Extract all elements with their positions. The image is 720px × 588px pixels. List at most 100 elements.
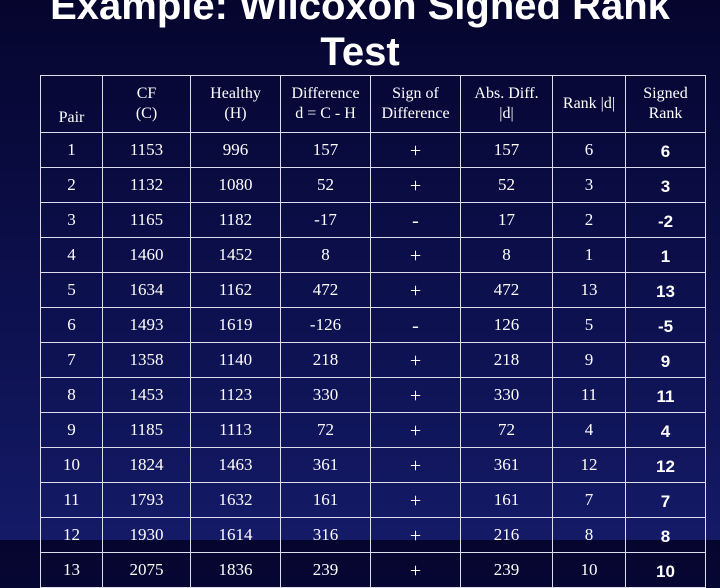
table-cell: 239 [280,552,371,588]
table-cell: + [370,517,461,553]
table-cell: 13 [40,552,103,588]
table-cell: 4 [552,412,626,448]
header-line: Pair [58,109,85,126]
table-cell: 3 [40,202,103,238]
table-cell: 1 [625,237,706,273]
table-cell: 3 [552,167,626,203]
column-header: CF (C) [102,75,191,133]
table-cell: -2 [625,202,706,238]
table-row: 6 1493 1619 -126-126 5 -5 [40,307,706,343]
header-line: Difference [381,105,450,122]
table-cell: 8 [40,377,103,413]
table-cell: -126 [280,307,371,343]
table-cell: 361 [280,447,371,483]
table-row: 8 1453 1123 330 +330 11 11 [40,377,706,413]
column-header: Signed Rank [625,75,706,133]
table-cell: -17 [280,202,371,238]
table-cell: 10 [552,552,626,588]
table-cell: + [370,167,461,203]
table-cell: 218 [460,342,553,378]
column-header: Abs. Diff. |d| [460,75,553,133]
table-row: 2 1132 1080 52 +52 3 3 [40,167,706,203]
table-cell: 1153 [102,132,191,168]
table-cell: 1453 [102,377,191,413]
slide-title: Example: Wilcoxon Signed Rank Test [0,0,720,75]
header-line: Healthy [210,85,261,102]
table-cell: 1463 [190,447,281,483]
table-cell: + [370,272,461,308]
table-cell: 8 [280,237,371,273]
table-cell: 9 [40,412,103,448]
table-cell: + [370,447,461,483]
table-cell: 316 [280,517,371,553]
table-cell: 161 [280,482,371,518]
header-line: d = C - H [295,105,356,122]
table-cell: 6 [552,132,626,168]
table-row: 1 1153 996 157 +157 6 6 [40,132,706,168]
table-cell: 72 [280,412,371,448]
header-line: Rank [648,105,683,122]
table-cell: + [370,237,461,273]
table-cell: 10 [625,552,706,588]
table-cell: 1 [40,132,103,168]
table-cell: 11 [552,377,626,413]
table-cell: 1460 [102,237,191,273]
table-cell: 216 [460,517,553,553]
table-cell: 1132 [102,167,191,203]
table-cell: -5 [625,307,706,343]
table-cell: 1080 [190,167,281,203]
table-cell: 472 [280,272,371,308]
table-cell: 9 [552,342,626,378]
table-cell: 3 [625,167,706,203]
table-cell: 8 [625,517,706,553]
table-cell: 1182 [190,202,281,238]
table-cell: + [370,482,461,518]
table-cell: 1113 [190,412,281,448]
table-cell: 13 [625,272,706,308]
header-line: (C) [135,105,158,122]
column-header: Sign of Difference [370,75,461,133]
table-cell: 1358 [102,342,191,378]
header-line: Rank |d| [562,95,616,112]
table-body: 1 1153 996 157 +157 6 6 2 1132 1080 52 +52 3 3 3 1165 11… [40,132,706,588]
table-cell: 5 [552,307,626,343]
table-row: 9 1185 1113 72 +72 4 4 [40,412,706,448]
table-cell: 2 [552,202,626,238]
table-cell: 1619 [190,307,281,343]
table-cell: - [370,202,461,238]
table-cell: 52 [460,167,553,203]
table-cell: 472 [460,272,553,308]
table-cell: 12 [552,447,626,483]
table-cell: 1824 [102,447,191,483]
table-row: 4 1460 1452 8 +8 1 1 [40,237,706,273]
table-cell: 1614 [190,517,281,553]
table-cell: + [370,412,461,448]
table-cell: 9 [625,342,706,378]
header-row: Pair CF (C) Healthy (H) Difference d = C - H Si… [40,75,706,133]
table-cell: + [370,342,461,378]
table-cell: 2075 [102,552,191,588]
table-cell: 10 [40,447,103,483]
table-cell: 13 [552,272,626,308]
table-cell: 7 [552,482,626,518]
table-cell: 6 [625,132,706,168]
table-row: 13 2075 1836 239 +239 10 10 [40,552,706,588]
table-cell: 239 [460,552,553,588]
column-header: Difference d = C - H [280,75,371,133]
table-cell: 126 [460,307,553,343]
column-header: Pair [40,75,103,133]
table-cell: 8 [552,517,626,553]
table-cell: 161 [460,482,553,518]
table-cell: 2 [40,167,103,203]
table-row: 3 1165 1182 -17-17 2 -2 [40,202,706,238]
table-cell: 1632 [190,482,281,518]
table-cell: 5 [40,272,103,308]
table-cell: 4 [40,237,103,273]
table-cell: + [370,132,461,168]
table-cell: 72 [460,412,553,448]
table-cell: 11 [625,377,706,413]
table-row: 11 1793 1632 161 +161 7 7 [40,482,706,518]
column-header: Healthy (H) [190,75,281,133]
table-cell: 1634 [102,272,191,308]
